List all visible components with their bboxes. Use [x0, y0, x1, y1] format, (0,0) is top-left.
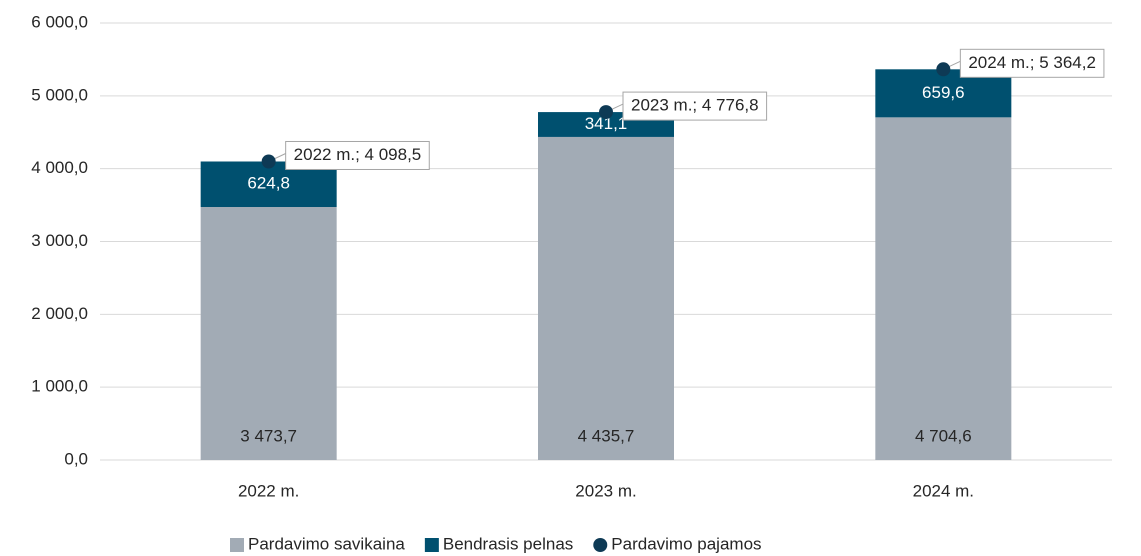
callout-box: [622, 91, 768, 121]
data-label: 4 704,6: [915, 426, 972, 445]
legend-label: Pardavimo pajamos: [611, 534, 761, 553]
legend-marker: [593, 538, 608, 552]
legend-marker: [424, 538, 439, 552]
legend-marker: [230, 538, 244, 552]
bar-segment: [875, 117, 1012, 460]
data-label: 4 435,7: [578, 426, 635, 445]
data-label: 624,8: [247, 174, 290, 193]
callout-box: [285, 140, 430, 170]
data-label: 2024 m.; 5 364,2: [968, 53, 1096, 72]
y-tick-label: 4 000,0: [31, 158, 88, 177]
y-tick-label: 2 000,0: [31, 304, 88, 323]
data-label: 3 473,7: [240, 426, 297, 445]
marker: [599, 105, 613, 120]
data-label: 2022 m.; 4 098,5: [294, 145, 422, 164]
y-tick-label: 6 000,0: [31, 12, 88, 31]
y-tick-label: 0,0: [64, 449, 88, 468]
bar-segment: [200, 206, 337, 460]
bar-segment: [538, 136, 674, 461]
x-tick-label: 2022 m.: [238, 481, 299, 500]
callout-box: [959, 48, 1105, 78]
y-tick-label: 3 000,0: [31, 231, 88, 250]
marker: [261, 154, 276, 169]
legend-label: Pardavimo savikaina: [248, 534, 405, 553]
legend-label: Bendrasis pelnas: [443, 534, 573, 553]
x-tick-label: 2024 m.: [913, 481, 974, 500]
x-tick-label: 2023 m.: [575, 481, 636, 500]
data-label: 2023 m.; 4 776,8: [631, 96, 759, 115]
marker: [936, 62, 951, 77]
y-tick-label: 1 000,0: [31, 377, 88, 396]
data-label: 341,1: [585, 114, 628, 133]
y-tick-label: 5 000,0: [31, 85, 88, 104]
data-label: 659,6: [922, 83, 965, 102]
